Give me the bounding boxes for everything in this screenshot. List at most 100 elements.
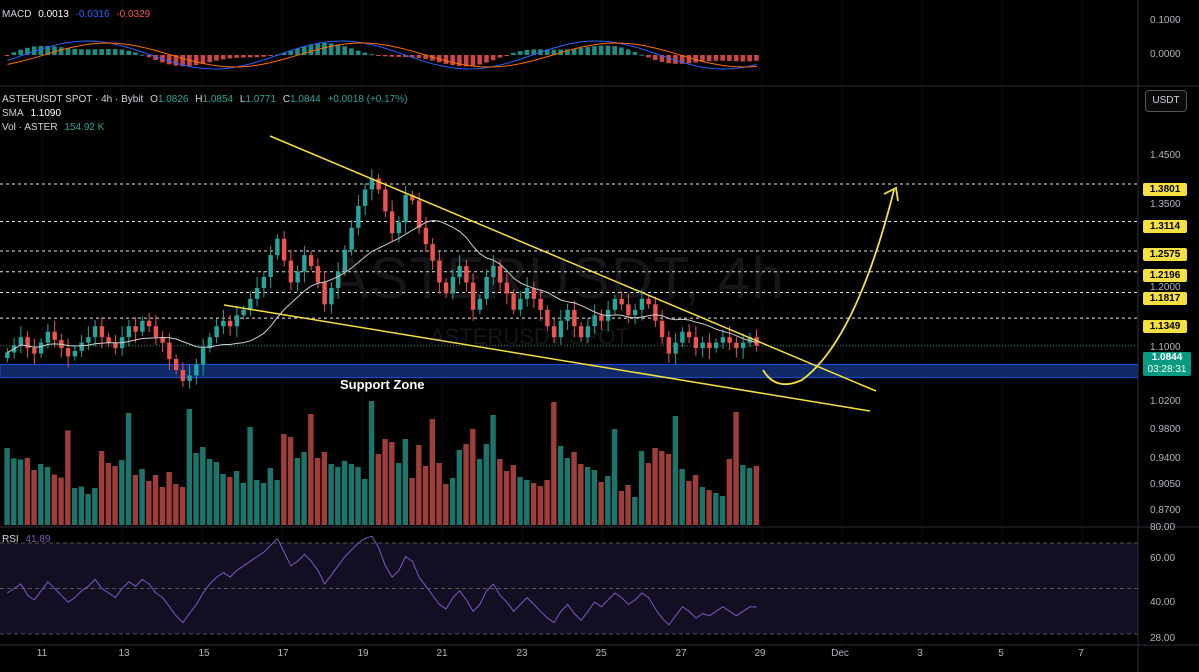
candle (383, 189, 388, 212)
candle (720, 337, 726, 343)
candle (187, 375, 192, 381)
candle (315, 266, 321, 283)
candle (538, 298, 543, 310)
macd-histogram-bar (504, 55, 509, 56)
rsi-line (7, 535, 757, 626)
volume-bar (44, 467, 51, 525)
macd-histogram-bar (322, 43, 327, 55)
candle (281, 238, 287, 261)
candle (659, 320, 665, 338)
macd-histogram-bar (241, 55, 246, 58)
volume-bar (692, 475, 699, 525)
ohlc-close: 1.0844 (290, 94, 321, 105)
volume-bar (578, 464, 584, 525)
candle (153, 326, 159, 338)
macd-legend[interactable]: MACD 0.0013 -0.0316 -0.0329 (2, 9, 154, 20)
support-zone-label: Support Zone (340, 377, 425, 392)
time-axis-label: 5 (998, 648, 1004, 659)
volume-bar (152, 475, 159, 525)
volume-bar (645, 463, 652, 525)
macd-histogram-bar (565, 49, 570, 55)
macd-axis-label: 0.0000 (1150, 49, 1181, 60)
candle (578, 326, 584, 338)
volume-bar (746, 468, 753, 525)
candle (551, 326, 557, 338)
candle (167, 342, 172, 360)
sma-legend[interactable]: SMA 1.1090 (2, 108, 65, 119)
candle (254, 287, 260, 299)
volume-bar (92, 488, 98, 525)
volume-bar (733, 412, 739, 525)
horizontal-levels (0, 183, 1138, 347)
macd-value: 0.0013 (38, 9, 69, 20)
candle (126, 326, 132, 338)
macd-histogram-bar (79, 49, 84, 55)
currency-button[interactable]: USDT (1145, 90, 1187, 112)
candle (700, 342, 705, 349)
rsi-legend[interactable]: RSI 41.89 (2, 534, 54, 545)
candle (194, 364, 199, 376)
time-axis-label: 21 (436, 648, 448, 659)
time-axis-label: 7 (1078, 648, 1084, 659)
candle (504, 282, 510, 294)
price-axis-label: 0.9050 (1150, 479, 1181, 490)
volume-bar (719, 496, 726, 525)
macd-histogram-bar (369, 54, 374, 56)
rsi-pane (0, 535, 1138, 635)
time-axis-label: 11 (36, 648, 48, 659)
candle (666, 337, 672, 354)
candle (592, 315, 597, 327)
candle (457, 266, 462, 277)
candle (646, 298, 651, 305)
candle (45, 331, 51, 343)
macd-histogram-bar (58, 47, 64, 55)
macd-histogram-bar (281, 52, 287, 55)
support-zone (0, 364, 1139, 379)
sma-value: 1.1090 (30, 108, 62, 119)
volume-bar (524, 480, 530, 525)
candle (268, 255, 273, 277)
candle (275, 238, 280, 256)
rsi-label: RSI (2, 534, 19, 545)
candle (32, 348, 37, 354)
symbol-legend[interactable]: ASTERUSDT SPOT · 4h · Bybit O1.0826 H1.0… (2, 94, 412, 105)
candle (356, 205, 361, 228)
rsi-axis-label: 80.00 (1150, 522, 1176, 533)
macd-histogram-bar (335, 44, 341, 55)
volume-bar (591, 470, 598, 525)
macd-histogram-bar (52, 46, 57, 55)
macd-histogram-bar (666, 55, 671, 64)
macd-histogram-bar (355, 50, 361, 55)
macd-histogram-bar (733, 55, 739, 62)
macd-label: MACD (2, 9, 32, 20)
volume-bar (362, 479, 368, 525)
volume-legend[interactable]: Vol · ASTER 154.92 K (2, 122, 108, 133)
time-axis-label: 15 (198, 648, 210, 659)
volume-bar (436, 463, 442, 525)
candle (558, 320, 564, 338)
time-axis-label: 3 (917, 648, 923, 659)
macd-histogram-bar (112, 49, 118, 55)
macd-histogram-bar (139, 54, 145, 56)
macd-histogram-bar (72, 48, 77, 55)
macd-histogram-bar (11, 52, 17, 55)
macd-histogram-bar (119, 49, 125, 55)
macd-histogram-bar (619, 47, 624, 55)
volume-bar (65, 430, 71, 525)
candle (5, 352, 10, 358)
macd-histogram-bar (4, 55, 10, 56)
candle (450, 277, 456, 294)
price-axis-label: 0.9400 (1150, 453, 1181, 464)
volume-bar (476, 459, 483, 525)
candle (612, 298, 618, 310)
macd-histogram-bar (517, 51, 523, 55)
candle (565, 309, 570, 321)
candle (747, 337, 753, 343)
macd-histogram-bar (484, 55, 489, 63)
candle (173, 359, 179, 370)
macd-histogram-bar (85, 49, 91, 55)
price-axis-label: 1.4500 (1150, 150, 1181, 161)
candle (180, 370, 186, 381)
macd-histogram-bar (443, 55, 449, 64)
